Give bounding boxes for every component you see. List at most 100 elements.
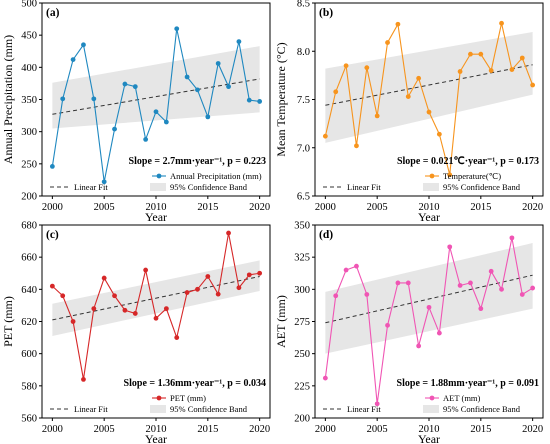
y-tick-label: 400	[21, 63, 37, 74]
x-tick-label: 2005	[367, 424, 388, 435]
legend-band-label: 95% Confidence Band	[443, 404, 521, 414]
y-tick-label: 225	[294, 381, 310, 392]
data-point	[468, 280, 473, 286]
legend-fit-label: Linear Fit	[74, 182, 108, 192]
linear-fit-line	[52, 78, 260, 115]
data-point	[174, 335, 180, 340]
linear-fit-line	[52, 275, 260, 321]
data-point	[478, 306, 484, 312]
x-tick-label: 2000	[315, 424, 336, 435]
legend-series-marker	[429, 395, 435, 401]
data-point	[246, 272, 252, 278]
data-point	[509, 235, 515, 241]
data-point	[153, 109, 159, 115]
slope-annotation: Slope = 2.7mm·year⁻¹, p = 0.223	[129, 156, 266, 167]
data-point	[436, 330, 442, 336]
data-point	[333, 89, 339, 95]
x-tick-label: 2010	[419, 202, 440, 213]
data-point	[385, 322, 390, 328]
y-tick-label: 6.5	[297, 192, 310, 203]
data-point	[333, 293, 339, 299]
data-point	[91, 96, 97, 102]
data-point	[519, 292, 525, 297]
legend-band-label: 95% Confidence Band	[170, 182, 248, 192]
data-point	[395, 21, 401, 27]
legend-series-label: Annual Precipitation (mm)	[170, 171, 262, 181]
data-point	[60, 96, 66, 102]
data-point	[101, 275, 107, 281]
data-point	[112, 126, 117, 132]
data-point	[468, 51, 473, 57]
y-tick-label: 250	[21, 159, 37, 170]
data-point	[395, 280, 401, 286]
y-tick-label: 640	[21, 285, 37, 296]
y-tick-label: 300	[294, 285, 310, 296]
data-point	[426, 304, 432, 310]
panel-c: 560 580 600 620 640 660 680 2000 2005 2010 2015 202…	[1, 221, 271, 444]
data-point	[405, 280, 411, 286]
data-point	[132, 311, 138, 316]
data-point	[447, 172, 453, 178]
data-point	[215, 291, 221, 297]
panel-d: 200 225 250 275 300 325 350 2000 2005 2010 2015 202…	[274, 221, 544, 444]
data-point	[257, 270, 263, 276]
data-point	[195, 87, 200, 93]
data-point	[343, 267, 349, 273]
data-point	[519, 55, 525, 61]
data-point	[478, 51, 484, 57]
data-point	[416, 75, 422, 81]
y-tick-label: 200	[21, 192, 37, 203]
data-point	[174, 26, 180, 32]
data-point	[81, 42, 86, 48]
x-tick-label: 2000	[42, 424, 63, 435]
data-point	[343, 63, 349, 69]
data-point	[70, 319, 76, 324]
data-point	[236, 39, 242, 44]
y-tick-label: 680	[21, 221, 37, 232]
y-tick-label: 8.5	[297, 0, 310, 10]
y-axis-title: Mean Temperature (°C)	[274, 42, 288, 156]
x-tick-label: 2015	[197, 202, 218, 213]
legend-series-marker	[156, 173, 162, 179]
legend-band-swatch	[423, 405, 439, 413]
y-tick-label: 620	[21, 317, 37, 328]
x-tick-label: 2020	[522, 424, 543, 435]
data-point	[457, 283, 463, 288]
data-point	[364, 292, 370, 297]
legend-band-swatch	[150, 183, 166, 191]
panel-b: 6.5 7.0 7.5 8.0 8.5 2000 2005 2010 2015 2020 Year M…	[274, 0, 544, 224]
data-point	[436, 131, 442, 137]
data-point	[322, 133, 328, 139]
data-point	[236, 285, 242, 291]
data-point	[530, 82, 536, 88]
legend-fit-label: Linear Fit	[74, 404, 108, 414]
data-point	[60, 293, 66, 299]
data-point	[184, 74, 190, 80]
slope-annotation: Slope = 0.021℃·year⁻¹, p = 0.173	[397, 156, 539, 167]
data-point	[322, 375, 328, 381]
data-point	[205, 114, 211, 120]
x-tick-label: 2000	[42, 202, 63, 213]
slope-annotation: Slope = 1.36mm·year⁻¹, p = 0.034	[124, 378, 266, 389]
x-axis-title: Year	[418, 432, 440, 444]
data-point	[163, 306, 169, 312]
data-point	[49, 283, 55, 289]
data-point	[416, 343, 422, 349]
legend-band-label: 95% Confidence Band	[170, 404, 248, 414]
data-point	[184, 290, 190, 295]
confidence-band	[52, 46, 260, 129]
legend-fit-label: Linear Fit	[347, 182, 381, 192]
legend-series-marker	[429, 173, 435, 179]
data-point	[405, 94, 411, 100]
data-point	[364, 65, 370, 71]
y-axis-title: Annual Precipitation (mm)	[1, 35, 15, 164]
data-point	[122, 81, 128, 87]
data-point	[215, 61, 221, 66]
x-tick-label: 2005	[94, 202, 115, 213]
data-point	[354, 143, 359, 149]
y-tick-label: 7.5	[297, 95, 310, 106]
x-tick-label: 2010	[146, 424, 167, 435]
x-axis-title: Year	[418, 210, 440, 224]
x-tick-label: 2020	[249, 424, 270, 435]
